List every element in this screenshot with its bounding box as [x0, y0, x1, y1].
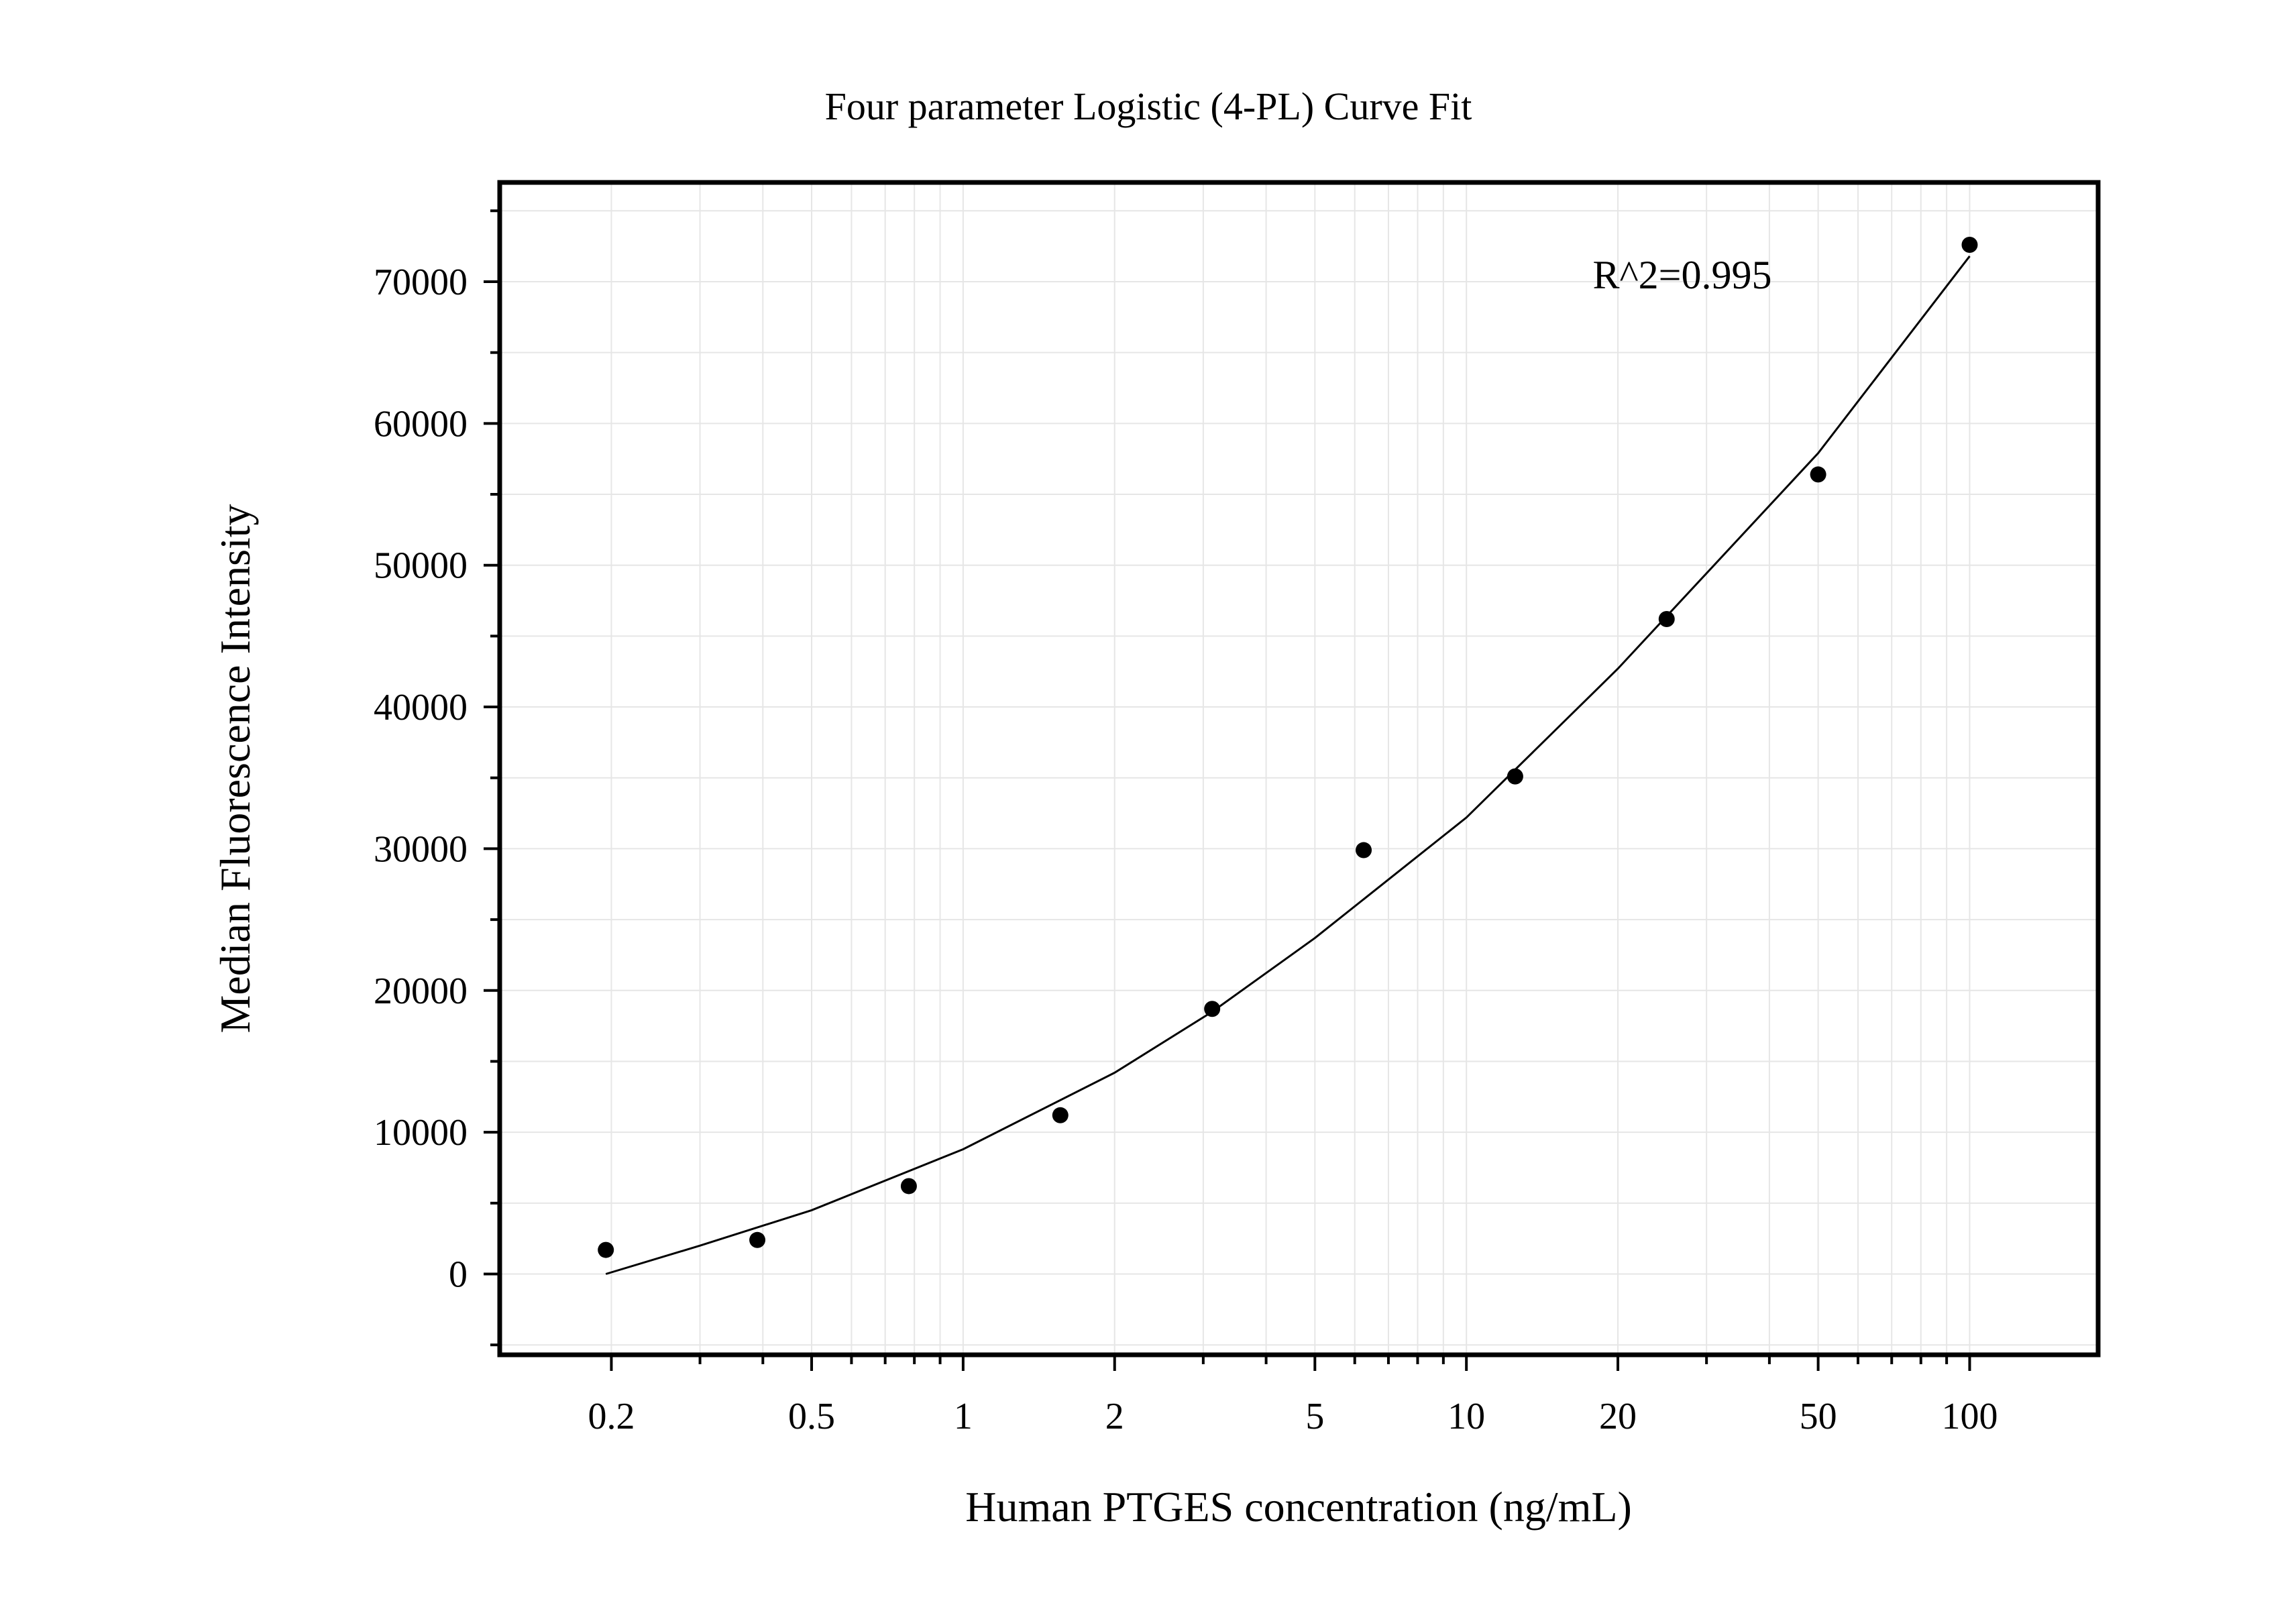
y-tick-label: 0 — [449, 1254, 468, 1296]
fit-curve — [605, 255, 1971, 1275]
data-point — [1961, 237, 1978, 254]
y-tick-label: 40000 — [374, 687, 468, 728]
data-point — [1507, 768, 1523, 785]
data-point — [900, 1178, 917, 1195]
data-point — [1810, 466, 1826, 483]
x-tick-label: 5 — [1305, 1396, 1324, 1437]
data-point — [749, 1231, 766, 1248]
x-tick-label: 0.5 — [788, 1396, 835, 1437]
data-point — [1356, 842, 1372, 858]
y-tick-label: 50000 — [374, 545, 468, 587]
x-tick-label: 0.2 — [588, 1396, 635, 1437]
plot-frame — [497, 180, 2101, 1357]
r-squared-annotation: R^2=0.995 — [1592, 253, 1771, 297]
fit-curve-group — [605, 255, 1971, 1275]
data-point — [1658, 611, 1675, 628]
y-tick-label: 10000 — [374, 1112, 468, 1154]
x-tick-label: 100 — [1941, 1396, 1998, 1437]
x-tick-label: 2 — [1105, 1396, 1124, 1437]
chart-title: Four parameter Logistic (4-PL) Curve Fit — [825, 85, 1472, 128]
data-points — [598, 237, 1978, 1258]
axis-ticks — [484, 209, 1971, 1371]
x-tick-label: 20 — [1599, 1396, 1637, 1437]
data-point — [1052, 1107, 1069, 1123]
tick-labels: 0.2 0.5 1 2 5 10 20 50 100 0 10000 20000 30000 40000 5… — [374, 262, 1998, 1437]
x-axis-label: Human PTGES concentration (ng/mL) — [965, 1483, 1632, 1531]
grid-lines — [500, 182, 2098, 1355]
y-axis-label: Median Fluorescence Intensity — [211, 504, 259, 1033]
data-point — [598, 1241, 614, 1258]
y-tick-label: 60000 — [374, 403, 468, 445]
y-tick-label: 20000 — [374, 971, 468, 1012]
x-tick-label: 10 — [1447, 1396, 1485, 1437]
y-tick-label: 70000 — [374, 262, 468, 303]
x-tick-label: 1 — [954, 1396, 973, 1437]
data-point — [1204, 1001, 1221, 1017]
y-tick-label: 30000 — [374, 828, 468, 870]
x-tick-label: 50 — [1800, 1396, 1837, 1437]
